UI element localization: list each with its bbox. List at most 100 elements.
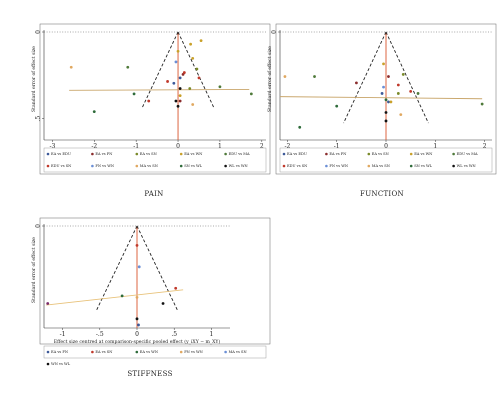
legend-label: FN vs WN xyxy=(329,164,348,168)
funnel-right xyxy=(136,225,179,312)
legend-marker xyxy=(452,164,455,168)
x-tick-label: -2 xyxy=(284,143,290,150)
legend-marker xyxy=(179,350,183,354)
legend-marker xyxy=(224,164,227,168)
legend-marker xyxy=(409,152,413,156)
data-point-edu-vs-sn xyxy=(197,76,201,80)
legend-marker xyxy=(367,152,371,156)
funnel-right xyxy=(385,31,429,124)
data-point-ea-vs-sn xyxy=(174,286,178,290)
legend-label: EDU vs SN xyxy=(51,164,71,168)
legend-marker xyxy=(325,152,328,156)
data-point-sn-vs-wl xyxy=(298,125,302,129)
funnel-left xyxy=(343,31,387,124)
data-point-edu-vs-ma xyxy=(313,75,316,78)
x-tick-label: -1 xyxy=(133,143,139,150)
legend-marker xyxy=(46,362,50,366)
legend-label: EA vs WN xyxy=(184,152,202,156)
x-tick-label: 1 xyxy=(433,143,437,150)
x-tick-label: 2 xyxy=(483,143,487,150)
data-point-edu-vs-ma xyxy=(126,65,130,69)
data-point-ea-vs-sn xyxy=(188,87,192,90)
legend-marker xyxy=(91,164,94,168)
x-tick-label: 0 xyxy=(135,331,139,338)
data-point-ma-vs-sn xyxy=(69,65,73,69)
legend-marker xyxy=(135,152,139,156)
data-point-wl-vs-wn xyxy=(176,104,180,108)
data-point-edu-vs-sn xyxy=(166,80,169,83)
regression-line xyxy=(46,289,184,306)
x-tick-label: -1 xyxy=(334,143,340,150)
legend-label: WL vs WN xyxy=(457,164,476,168)
data-point-ea-vs-fn xyxy=(178,99,182,103)
legend-label: EA vs FN xyxy=(95,152,112,156)
data-point-edu-vs-sn xyxy=(396,83,400,87)
data-point-edu-vs-ma xyxy=(416,92,420,95)
x-axis-title: Effect size centred at comparison-specif… xyxy=(54,338,221,345)
y-axis-title: Standard error of effect size xyxy=(31,237,37,303)
legend-label: EA vs WN xyxy=(140,350,158,354)
data-point-edu-vs-sn xyxy=(409,89,413,93)
data-point-sn-vs-wl xyxy=(335,104,339,108)
data-point-ea-vs-fn xyxy=(137,323,140,327)
legend-label: SN vs WL xyxy=(414,164,432,168)
data-point-ea-vs-wn xyxy=(178,94,182,98)
x-tick-label: -.5 xyxy=(96,331,104,338)
x-tick-label: -2 xyxy=(91,143,97,150)
legend-marker xyxy=(91,350,94,354)
panel-label: FUNCTION xyxy=(360,190,404,198)
legend-label: EA vs FN xyxy=(329,152,346,156)
legend-marker xyxy=(367,164,371,168)
y-tick-label: 0 xyxy=(35,30,42,34)
data-point-wn-vs-wl xyxy=(161,302,165,305)
legend-marker xyxy=(46,152,50,156)
data-point-fn-vs-wn xyxy=(174,60,178,64)
legend-label: WL vs WN xyxy=(229,164,248,168)
data-point-ea-vs-wn xyxy=(199,39,203,43)
legend-label: WN vs WL xyxy=(51,362,71,366)
regression-line xyxy=(279,96,483,100)
data-point-edu-vs-sn xyxy=(182,71,186,74)
legend-marker xyxy=(224,152,227,156)
data-point-wl-vs-wn xyxy=(178,87,182,90)
data-point-sn-vs-wl xyxy=(384,98,388,102)
legend-label: EDU vs SN xyxy=(287,164,307,168)
data-point-fn-vs-wn xyxy=(382,85,385,89)
legend-marker xyxy=(409,164,413,168)
x-tick-label: 2 xyxy=(260,143,264,150)
data-point-wl-vs-wn xyxy=(384,119,388,123)
legend-marker xyxy=(135,350,139,354)
legend-box xyxy=(43,345,267,359)
data-point-edu-vs-ma xyxy=(480,102,484,106)
legend-label: FN vs WN xyxy=(95,164,114,168)
data-point-ea-vs-edu xyxy=(172,81,176,85)
legend-label: EA vs SN xyxy=(140,152,157,156)
data-point-wl-vs-wn xyxy=(174,99,178,103)
legend-label: MA vs SN xyxy=(229,350,247,354)
x-tick-label: 0 xyxy=(384,143,388,150)
legend-marker xyxy=(135,164,139,168)
legend-marker xyxy=(179,164,183,168)
x-tick-label: 1 xyxy=(209,331,213,338)
y-tick-label: .5 xyxy=(35,116,42,122)
data-point-ea-vs-edu xyxy=(387,100,390,104)
legend-marker xyxy=(282,152,286,156)
data-point-ea-vs-sn xyxy=(135,244,139,247)
y-tick-label: 0 xyxy=(35,224,42,228)
y-tick-label: 0 xyxy=(271,30,278,34)
data-point-ma-vs-sn xyxy=(399,113,403,117)
data-point-ea-vs-sn xyxy=(195,67,199,71)
legend-label: SN vs WL xyxy=(184,164,202,168)
x-tick-label: 1 xyxy=(218,143,222,150)
data-point-ea-vs-edu xyxy=(178,76,182,80)
legend-label: EA vs FN xyxy=(51,350,68,354)
funnel-left xyxy=(95,225,138,312)
legend-marker xyxy=(224,350,227,354)
data-point-ma-vs-sn xyxy=(283,75,287,78)
legend-marker xyxy=(91,152,94,156)
legend-marker xyxy=(179,152,183,156)
legend-label: EA vs WN xyxy=(414,152,432,156)
data-point-ma-vs-sn xyxy=(137,265,141,269)
